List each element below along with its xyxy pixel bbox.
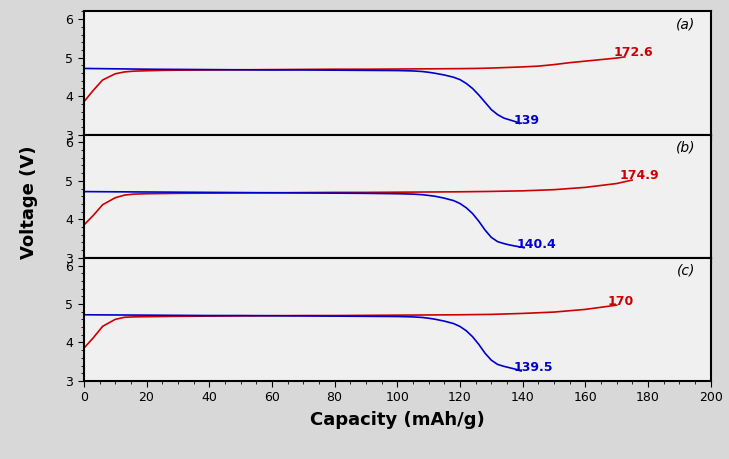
Text: 174.9: 174.9 <box>620 169 660 182</box>
Text: Voltage (V): Voltage (V) <box>20 145 39 259</box>
Text: 172.6: 172.6 <box>614 46 653 59</box>
Text: (a): (a) <box>676 17 695 32</box>
Text: 139: 139 <box>513 114 539 127</box>
Text: (c): (c) <box>677 264 695 278</box>
Text: 139.5: 139.5 <box>513 361 553 374</box>
Text: 170: 170 <box>607 295 634 308</box>
Text: (b): (b) <box>676 141 695 155</box>
X-axis label: Capacity (mAh/g): Capacity (mAh/g) <box>310 411 485 429</box>
Text: 140.4: 140.4 <box>516 238 556 251</box>
